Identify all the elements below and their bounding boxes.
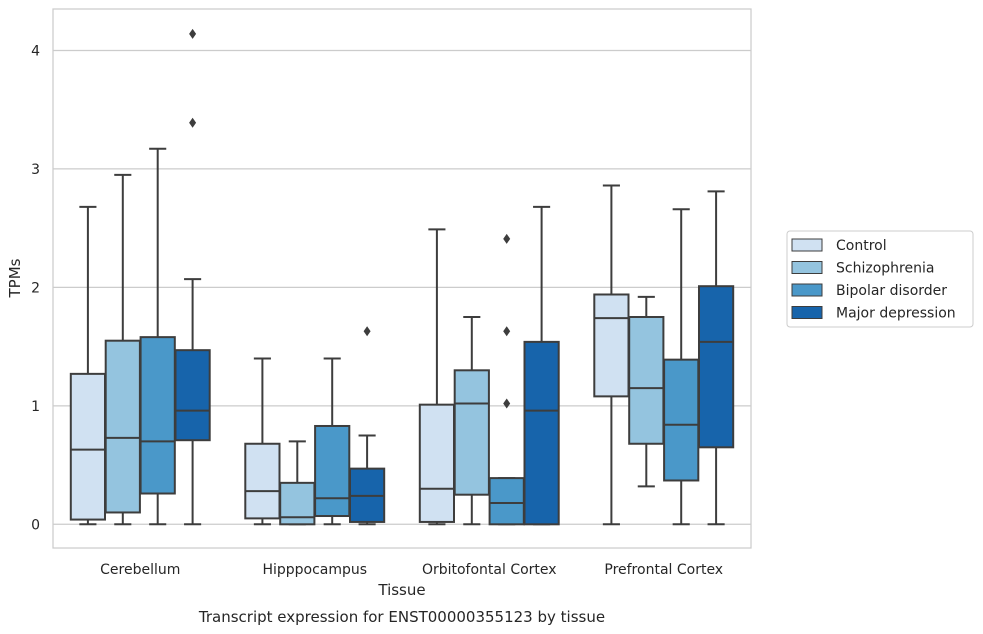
box-body (418, 403, 456, 523)
box-control-3 (593, 184, 630, 526)
legend-label: Major depression (836, 306, 956, 322)
box-body (244, 442, 281, 520)
x-axis-title: Tissue (377, 581, 425, 599)
box-major-depression-0 (174, 28, 211, 526)
legend-label: Bipolar disorder (836, 283, 947, 299)
box-control-2 (418, 228, 456, 526)
y-tick-label: 4 (31, 43, 40, 59)
box-bipolar-disorder-1 (314, 357, 351, 526)
outlier-point (189, 117, 197, 128)
x-tick-label: Hipppocampus (262, 562, 367, 578)
box-body (453, 369, 490, 496)
x-tick-labels: Cerebellum Hipppocampus Orbitofontal Corte… (100, 562, 723, 578)
legend-frame (786, 230, 974, 328)
box-schizophrenia-3 (628, 295, 665, 488)
box-major-depression-2 (523, 205, 560, 526)
box-control-1 (244, 357, 281, 526)
box-schizophrenia-0 (104, 173, 141, 526)
chart-caption: Transcript expression for ENST0000035512… (198, 608, 605, 626)
box-bipolar-disorder-0 (139, 147, 176, 526)
legend-swatch (791, 238, 823, 252)
y-tick-label: 1 (31, 399, 40, 415)
box-body (314, 424, 351, 518)
y-tick-label: 0 (31, 517, 40, 533)
box-body (593, 293, 630, 398)
box-bipolar-disorder-2 (488, 233, 525, 526)
legend-swatch (791, 283, 823, 297)
outlier-point (363, 326, 371, 337)
box-body (104, 339, 141, 514)
box-schizophrenia-2 (453, 316, 490, 526)
outlier-point (503, 398, 511, 409)
box-body (174, 349, 211, 442)
legend-label: Schizophrenia (836, 261, 934, 277)
legend-swatch (791, 306, 823, 319)
outlier-point (503, 233, 511, 244)
plot-frame (52, 8, 752, 549)
legend: Control Schizophrenia Bipolar disorder Majo… (786, 230, 974, 328)
x-tick-label: Orbitofontal Cortex (422, 562, 557, 578)
box-body (69, 372, 107, 521)
box-bipolar-disorder-3 (663, 208, 700, 526)
box-body (697, 285, 735, 449)
box-body (523, 340, 560, 526)
y-tick-labels: 0 1 2 3 4 (31, 43, 40, 533)
legend-label: Control (836, 238, 887, 254)
legend-swatch (791, 261, 823, 274)
box-major-depression-3 (697, 190, 735, 526)
box-control-0 (69, 205, 107, 526)
y-axis-title: TPMs (6, 258, 24, 298)
box-body (628, 316, 665, 445)
box-layer (69, 28, 735, 526)
outlier-point (503, 326, 511, 337)
box-major-depression-1 (348, 326, 386, 526)
x-tick-label: Cerebellum (100, 562, 180, 578)
y-tick-label: 2 (31, 280, 40, 296)
outlier-point (189, 28, 197, 39)
box-body (488, 477, 525, 526)
y-tick-label: 3 (31, 162, 40, 178)
box-body (663, 358, 700, 482)
box-body (139, 336, 176, 495)
x-tick-label: Prefrontal Cortex (604, 562, 723, 578)
